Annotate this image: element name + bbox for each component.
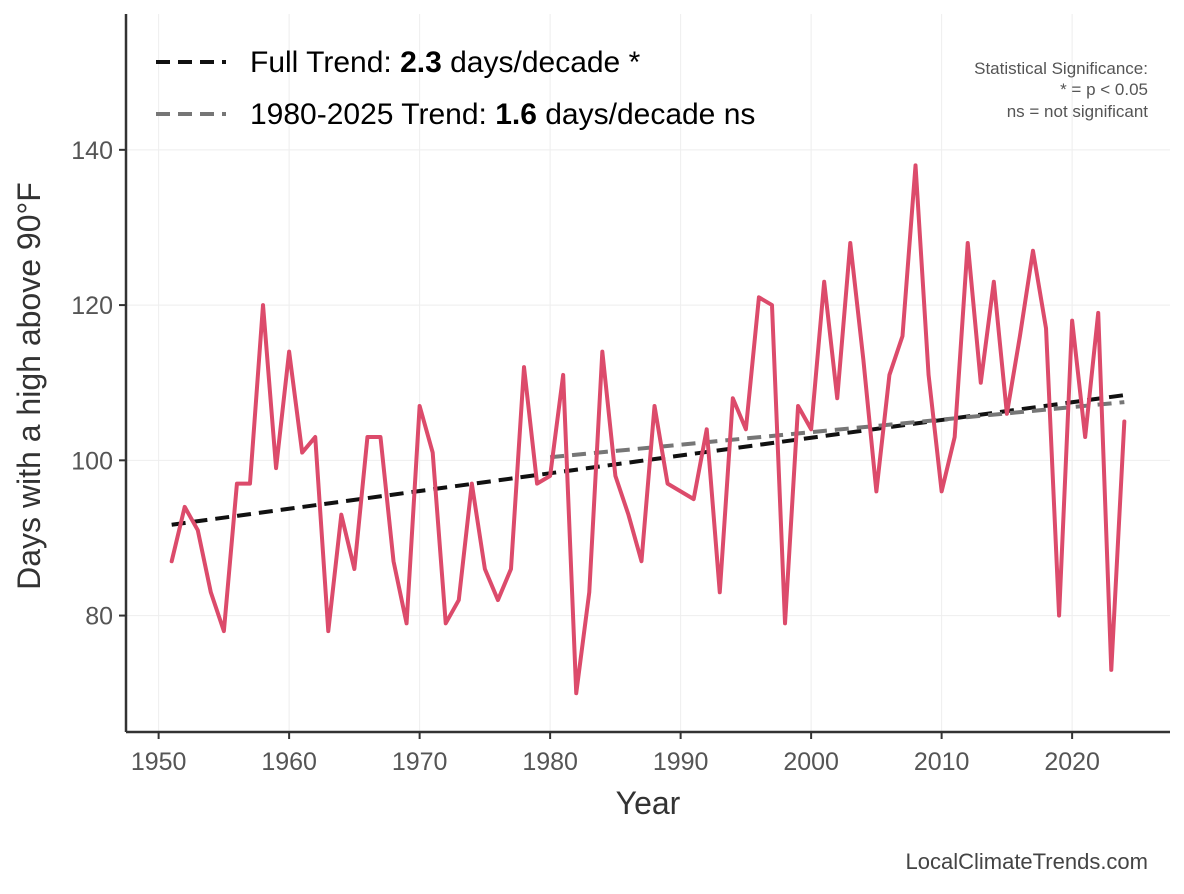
x-axis-ticks: 1950 1960 1970 1980 1990 2000 2010 2020 — [131, 732, 1100, 776]
legend-suffix-full-trend: days/decade * — [442, 46, 641, 79]
x-tick-label-1990: 1990 — [653, 748, 709, 776]
x-axis-label: Year — [616, 785, 681, 821]
x-tick-label-1960: 1960 — [261, 748, 317, 776]
source-credit: LocalClimateTrends.com — [906, 849, 1149, 874]
grid-lines — [126, 14, 1170, 732]
x-tick-label-2020: 2020 — [1044, 748, 1100, 776]
legend-label-recent-trend: 1980-2025 Trend: 1.6 days/decade ns — [250, 98, 755, 131]
trend-lines — [171, 393, 1125, 527]
x-tick-label-1980: 1980 — [522, 748, 578, 776]
y-tick-label-120: 120 — [71, 292, 113, 320]
x-tick-label-2000: 2000 — [783, 748, 839, 776]
series-line-0 — [169, 163, 1127, 696]
data-series — [169, 163, 1127, 696]
y-axis-ticks: 80 100 120 140 — [71, 137, 126, 631]
legend-suffix-recent-trend: days/decade ns — [537, 98, 755, 131]
y-axis-label: Days with a high above 90°F — [11, 182, 47, 590]
significance-note: Statistical Significance: * = p < 0.05 n… — [974, 59, 1148, 121]
legend-value-full-trend: 2.3 — [400, 46, 442, 79]
significance-ns: ns = not significant — [1007, 102, 1149, 121]
x-tick-label-1950: 1950 — [131, 748, 187, 776]
y-tick-label-100: 100 — [71, 447, 113, 475]
legend-prefix-recent-trend: 1980-2025 Trend: — [250, 98, 495, 131]
legend: Full Trend: 2.3 days/decade * 1980-2025 … — [156, 46, 755, 131]
significance-star: * = p < 0.05 — [1060, 80, 1148, 99]
axes — [124, 14, 1170, 734]
significance-title: Statistical Significance: — [974, 59, 1148, 78]
x-tick-label-2010: 2010 — [914, 748, 970, 776]
legend-prefix-full-trend: Full Trend: — [250, 46, 400, 79]
trend-line-recent — [549, 400, 1125, 460]
y-tick-label-80: 80 — [85, 603, 113, 631]
legend-value-recent-trend: 1.6 — [495, 98, 537, 131]
trend-line-full — [171, 393, 1125, 527]
x-tick-label-1970: 1970 — [392, 748, 448, 776]
legend-label-full-trend: Full Trend: 2.3 days/decade * — [250, 46, 641, 79]
y-tick-label-140: 140 — [71, 137, 113, 165]
